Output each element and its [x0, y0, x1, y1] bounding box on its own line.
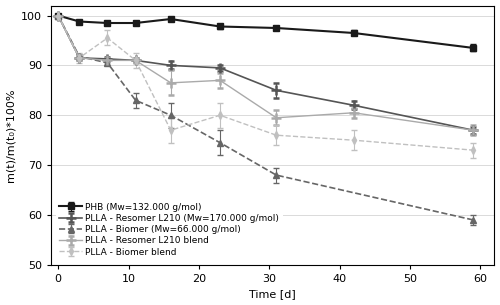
- Y-axis label: m(t)/m(t₀)*100%: m(t)/m(t₀)*100%: [6, 88, 16, 182]
- X-axis label: Time [d]: Time [d]: [250, 289, 296, 300]
- Legend: PHB (Mw=132.000 g/mol), PLLA - Resomer L210 (Mw=170.000 g/mol), PLLA - Biomer (M: PHB (Mw=132.000 g/mol), PLLA - Resomer L…: [56, 199, 283, 260]
